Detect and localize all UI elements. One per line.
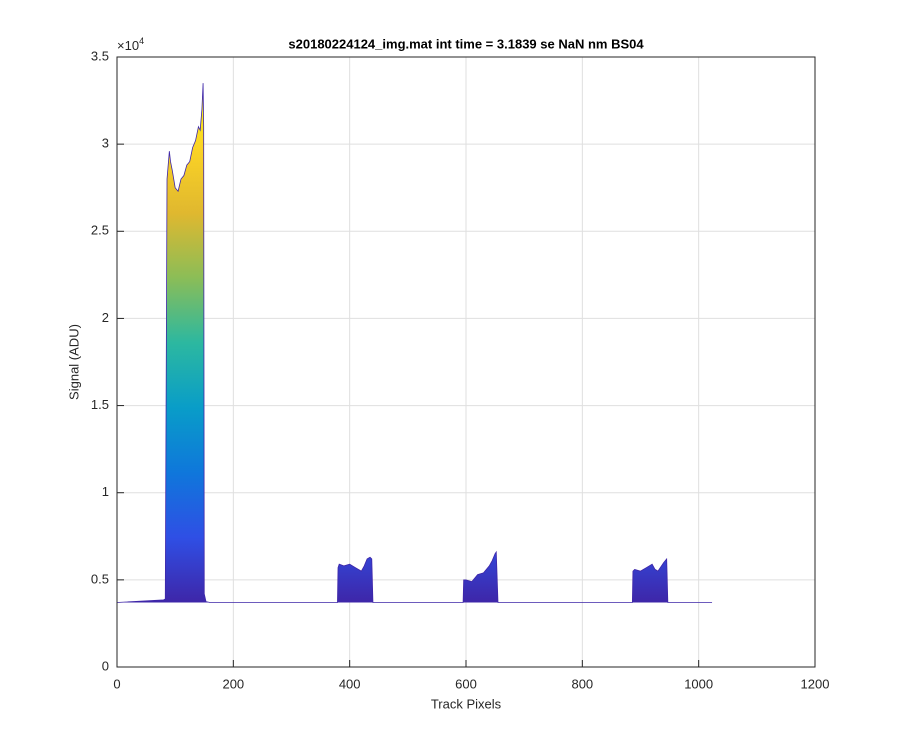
x-tick-label: 1200 [801, 676, 830, 691]
y-tick-label: 3.5 [91, 48, 109, 63]
y-tick-label: 0 [102, 658, 109, 673]
x-axis-label: Track Pixels [431, 696, 502, 711]
axes-box [116, 56, 816, 668]
x-tick-label: 400 [339, 676, 361, 691]
y-multiplier-base: ×10 [117, 38, 139, 53]
x-tick-label: 800 [571, 676, 593, 691]
y-tick-label: 1 [102, 484, 109, 499]
x-tick-label: 200 [222, 676, 244, 691]
y-tick-label: 2 [102, 310, 109, 325]
area-fill [117, 83, 713, 603]
y-tick-label: 3 [102, 136, 109, 151]
y-multiplier-power: 4 [139, 36, 144, 46]
y-tick-label: 0.5 [91, 571, 109, 586]
y-tick-label: 1.5 [91, 397, 109, 412]
y-tick-label: 2.5 [91, 223, 109, 238]
y-multiplier: ×104 [117, 36, 144, 53]
x-tick-label: 600 [455, 676, 477, 691]
x-tick-label: 0 [113, 676, 120, 691]
y-axis-label: Signal (ADU) [66, 324, 81, 400]
x-tick-label: 1000 [684, 676, 713, 691]
area-line [116, 83, 713, 603]
chart-title: s20180224124_img.mat int time = 3.1839 s… [288, 36, 644, 51]
